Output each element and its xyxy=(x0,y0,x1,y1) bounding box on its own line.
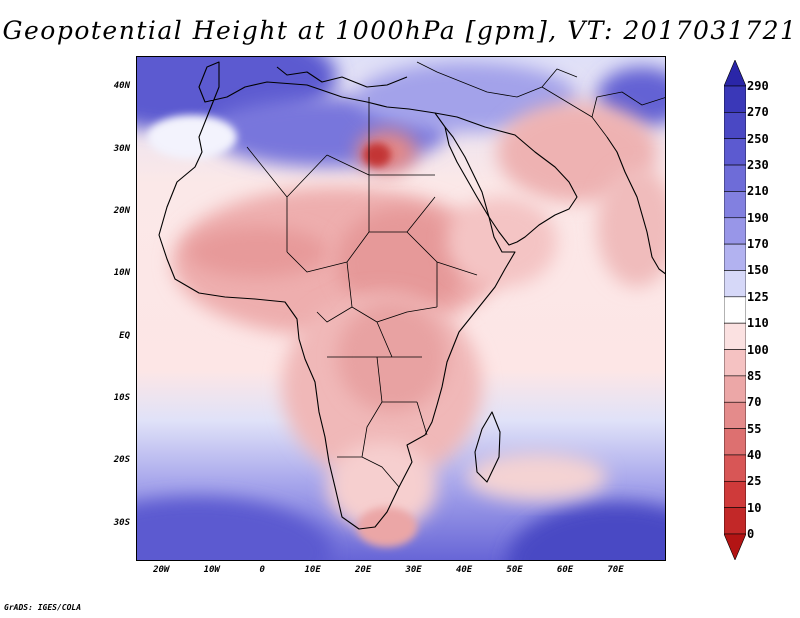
lon-tick-label: 70E xyxy=(607,565,624,575)
colorbar xyxy=(724,60,746,560)
field-blob xyxy=(337,207,467,317)
colorbar-level-label: 70 xyxy=(747,395,762,410)
colorbar-bin xyxy=(724,270,746,298)
map-canvas xyxy=(137,57,665,560)
colorbar-level-label: 270 xyxy=(747,105,769,120)
country-borders xyxy=(246,97,478,488)
colorbar-bin xyxy=(724,454,746,482)
field-blob xyxy=(357,62,577,132)
field-blob xyxy=(137,497,332,560)
colorbar-top-cap xyxy=(724,60,746,87)
colorbar-bin xyxy=(724,296,746,324)
colorbar-bin xyxy=(724,85,746,113)
lat-tick-label: 10S xyxy=(113,392,130,403)
europe-coastline xyxy=(276,66,408,88)
colorbar-bin xyxy=(724,375,746,403)
madagascar-coastline xyxy=(474,411,501,483)
lon-tick-label: 40E xyxy=(455,565,473,575)
lat-tick-label: 30N xyxy=(113,143,130,154)
colorbar-bin xyxy=(724,138,746,166)
lat-tick-label: 30S xyxy=(113,517,130,528)
colorbar-level-label: 25 xyxy=(747,474,762,489)
lat-tick-label: 10N xyxy=(113,268,130,279)
arabia-coastline xyxy=(434,112,578,246)
colorbar-level-label: 10 xyxy=(747,500,762,515)
lon-tick-label: 30E xyxy=(405,565,422,575)
colorbar-bin xyxy=(724,243,746,271)
lon-tick-label: 20W xyxy=(153,565,170,575)
lon-tick-label: 10E xyxy=(304,565,321,575)
colorbar-level-label: 110 xyxy=(747,316,769,331)
colorbar-bin xyxy=(724,164,746,192)
colorbar-level-label: 0 xyxy=(747,527,755,541)
field-blob xyxy=(467,453,607,501)
colorbar-level-label: 125 xyxy=(747,289,769,304)
africa-coastline xyxy=(158,61,516,530)
colorbar-level-label: 150 xyxy=(747,263,769,278)
colorbar-bin xyxy=(724,217,746,245)
lat-tick-label: 20N xyxy=(113,205,130,216)
colorbar-level-label: 210 xyxy=(747,184,769,199)
lat-tick-label: 40N xyxy=(113,81,130,92)
lon-tick-label: 20E xyxy=(355,565,372,575)
field-blob xyxy=(507,502,665,560)
colorbar-bin xyxy=(724,428,746,456)
map-title: Geopotential Height at 1000hPa [gpm], VT… xyxy=(2,16,798,45)
colorbar-level-label: 190 xyxy=(747,210,769,225)
map-panel[interactable] xyxy=(136,56,666,561)
colorbar-bin xyxy=(724,401,746,429)
lat-tick-label: EQ xyxy=(119,330,130,341)
field-blob xyxy=(363,143,391,167)
lon-tick-label: 0 xyxy=(259,565,265,575)
field-blob xyxy=(147,115,237,159)
lon-tick-label: 10W xyxy=(203,565,220,575)
field-blob xyxy=(187,227,327,277)
colorbar-bin xyxy=(724,349,746,377)
field-blob xyxy=(597,167,665,287)
colorbar-level-label: 230 xyxy=(747,158,769,173)
colorbar-level-label: 170 xyxy=(747,237,769,252)
colorbar-bin xyxy=(724,507,746,535)
colorbar-bin xyxy=(724,480,746,508)
coastlines xyxy=(158,61,665,530)
asia-borders xyxy=(416,61,665,138)
india-coastline xyxy=(606,136,665,275)
colorbar-bin xyxy=(724,322,746,350)
lon-tick-label: 60E xyxy=(556,565,574,575)
field-blob xyxy=(447,197,557,287)
colorbar-bottom-cap xyxy=(724,533,746,560)
colorbar-level-label: 100 xyxy=(747,342,769,357)
colorbar-level-label: 85 xyxy=(747,368,762,383)
grads-credit: GrADS: IGES/COLA xyxy=(4,603,82,612)
colorbar-level-label: 40 xyxy=(747,447,762,462)
colorbar-level-label: 250 xyxy=(747,131,769,146)
field-blob xyxy=(357,507,417,547)
colorbar-bin xyxy=(724,191,746,219)
lat-tick-label: 20S xyxy=(113,455,130,466)
colorbar-level-label: 55 xyxy=(747,421,762,436)
colorbar-level-label: 290 xyxy=(747,79,769,93)
colorbar-bin xyxy=(724,112,746,140)
field-blob xyxy=(327,442,437,532)
lon-tick-label: 50E xyxy=(506,565,523,575)
